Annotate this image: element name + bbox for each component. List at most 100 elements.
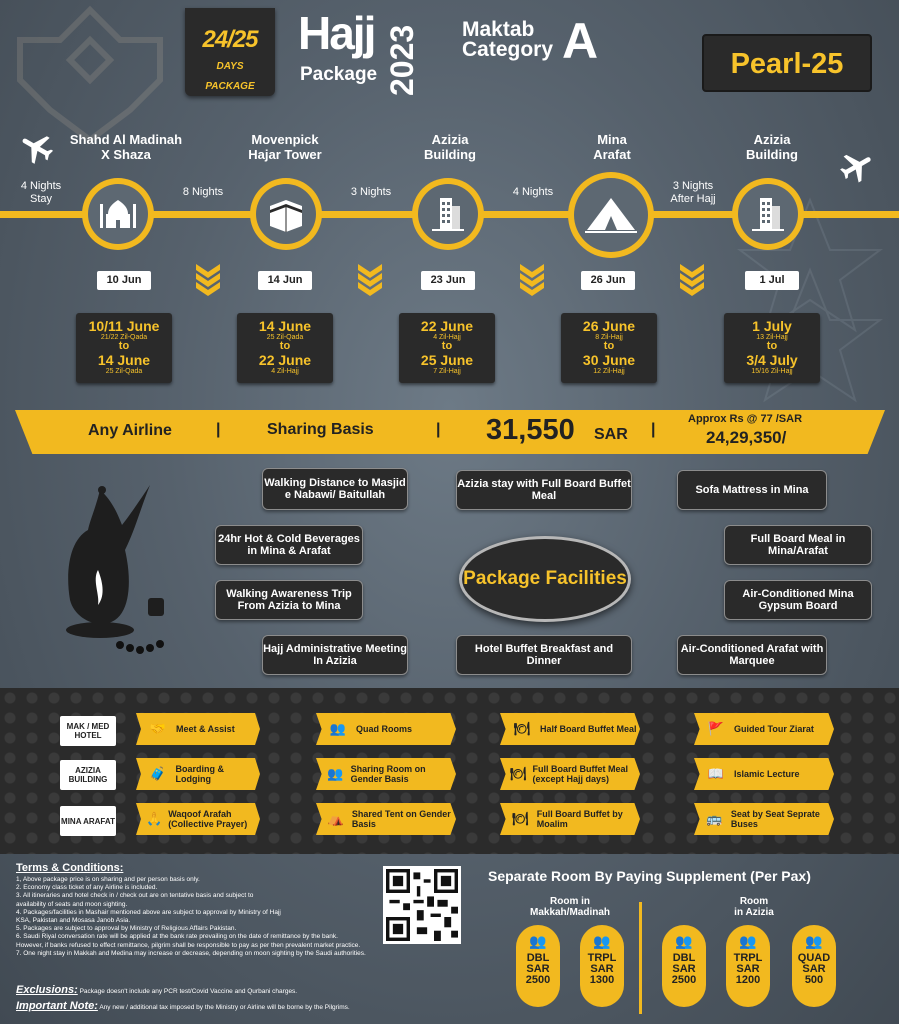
days-count: 24/25 [202, 26, 258, 53]
room-price-pill: 👥 DBL SAR 2500 [516, 925, 560, 1007]
facility-ac-mina: Air-Conditioned Mina Gypsum Board [724, 580, 872, 620]
service-ribbon: 🙏 Waqoof Arafah (Collective Prayer) [136, 803, 260, 835]
terms-item: 7. One night stay in Makkah and Medina m… [16, 949, 366, 957]
coffee-pot-icon [66, 485, 164, 654]
qr-code-icon [386, 869, 458, 941]
terms-item: 5. Packages are subject to approval by M… [16, 925, 237, 933]
two-people-icon: 👥 [529, 933, 547, 949]
service-ribbon: ⛺ Shared Tent on Gender Basis [316, 803, 456, 835]
days-package-badge: 24/25 DAYS PACKAGE [185, 8, 275, 96]
date-range-card: 14 June 25 Zil-Qada to 22 June 4 Zil-Hajj [237, 313, 333, 383]
facility-full-board: Full Board Meal in Mina/Arafat [724, 525, 872, 565]
category-letter: A [562, 13, 599, 69]
hajj-title: Hajj Package [298, 6, 377, 85]
two-people-icon: 👥 [675, 933, 693, 949]
islamic-pattern-icon [17, 5, 163, 144]
hajj-word: Hajj [298, 7, 376, 59]
meal-icon: 🍽 [512, 811, 529, 826]
three-people-icon: 👥 [593, 933, 611, 949]
nights-label: 4 Nights Stay [20, 180, 62, 205]
date-range-card: 10/11 June 21/22 Zil-Qada to 14 June 25 Zi… [76, 313, 172, 383]
sharing-label: Sharing Basis [267, 421, 374, 438]
chevron-down-icon [680, 264, 704, 296]
service-ribbon: 👥 Sharing Room on Gender Basis [316, 758, 456, 790]
stop-title: Movenpick Hajar Tower [248, 132, 322, 162]
service-ribbon: 🍽 Half Board Buffet Meal [500, 713, 640, 745]
facility-sofa-mattress: Sofa Mattress in Mina [677, 470, 827, 510]
row-label: AZIZIA BUILDING [60, 760, 116, 790]
service-ribbon: 🤝 Meet & Assist [136, 713, 260, 745]
tent-icon: ⛺ [327, 811, 345, 826]
facility-admin-meeting: Hajj Administrative Meeting In Azizia [262, 635, 408, 675]
stop-title: Shahd Al Madinah X Shaza [69, 132, 183, 162]
meal-icon: 🍽 [510, 766, 527, 781]
airline-label: Any Airline [88, 422, 172, 439]
tent-icon [585, 198, 637, 233]
price-banner [15, 410, 885, 454]
lecture-icon: 📖 [707, 766, 725, 781]
approx-rate: Approx Rs @ 77 /SAR [688, 413, 803, 425]
airplane-arrival-icon [840, 154, 871, 183]
room-price-pill: 👥 TRPL SAR 1200 [726, 925, 770, 1007]
terms-item: However, if banks refused to effect remi… [16, 941, 361, 949]
nights-label: 8 Nights [182, 186, 224, 198]
room-price-pill: 👥 DBL SAR 2500 [662, 925, 706, 1007]
year-label: 2023 [384, 24, 420, 96]
stop-title: Azizia Building [746, 132, 798, 162]
terms-item: 6. Saudi Riyal conversation rate will be… [16, 933, 338, 941]
people-icon: 👥 [327, 766, 344, 781]
four-people-icon: 👥 [805, 933, 823, 949]
facility-awareness-trip: Walking Awareness Trip From Azizia to Mi… [215, 580, 363, 620]
pearl-package-name: Pearl-25 [702, 34, 872, 92]
bus-icon: 🚌 [706, 811, 723, 826]
stop-circle [732, 178, 804, 250]
facility-ac-arafat: Air-Conditioned Arafat with Marquee [677, 635, 827, 675]
room-price-pill: 👥 TRPL SAR 1300 [580, 925, 624, 1007]
important-note: Important Note: Any new / additional tax… [16, 1000, 350, 1012]
terms-item: availability of seats and moon sighting. [16, 900, 128, 908]
room-group-title: Room in Azizia [734, 896, 774, 918]
kaaba-icon [270, 200, 302, 232]
stop-circle [568, 172, 654, 258]
service-ribbon: 🚩 Guided Tour Ziarat [694, 713, 834, 745]
exclusions: Exclusions: Package doesn't include any … [16, 984, 298, 996]
price-value: 31,550 [486, 414, 575, 446]
supplement-divider [639, 902, 642, 1014]
service-ribbon: 👥 Quad Rooms [316, 713, 456, 745]
three-people-icon: 👥 [739, 933, 757, 949]
date-tag: 23 Jun [421, 271, 475, 290]
stop-circle [250, 178, 322, 250]
stop-title: Azizia Building [424, 132, 476, 162]
terms-item: KSA, Pakistan and Mosasa Janob Asia. [16, 917, 131, 925]
luggage-icon: 🧳 [149, 766, 166, 781]
facility-beverages: 24hr Hot & Cold Beverages in Mina & Araf… [215, 525, 363, 565]
qr-code[interactable] [383, 866, 461, 944]
terms-item: 4. Packages/facilities in Mashair mentio… [16, 908, 281, 916]
package-label: PACKAGE [205, 81, 255, 92]
row-label: MINA ARAFAT [60, 806, 116, 836]
chevron-down-icon [196, 264, 220, 296]
terms-item: 3. All itineraries and hotel check in / … [16, 892, 254, 900]
category-word: Category [462, 38, 554, 61]
date-tag: 1 Jul [745, 271, 799, 290]
days-label: DAYS [216, 61, 244, 72]
service-ribbon: 🍽 Full Board Buffet Meal (except Hajj day… [500, 758, 640, 790]
people-icon: 👥 [329, 721, 347, 736]
service-ribbon: 📖 Islamic Lecture [694, 758, 834, 790]
nights-label: 3 Nights [350, 186, 392, 198]
airplane-departure-icon [22, 136, 54, 164]
nights-label: 3 Nights After Hajj [670, 180, 716, 205]
facility-azizia-stay: Azizia stay with Full Board Buffet Meal [456, 470, 632, 510]
mosque-icon [100, 200, 136, 228]
service-ribbon: 🚌 Seat by Seat Seprate Buses [694, 803, 834, 835]
date-tag: 14 Jun [258, 271, 312, 290]
building-icon [432, 198, 464, 231]
date-tag: 26 Jun [581, 271, 635, 290]
maktab-category: Maktab Category [462, 19, 554, 61]
stop-title: Mina Arafat [593, 132, 631, 162]
row-label: MAK / MED HOTEL [60, 716, 116, 746]
room-group-title: Room in Makkah/Madinah [529, 896, 611, 918]
package-facilities-title: Package Facilities [459, 536, 631, 622]
date-tag: 10 Jun [97, 271, 151, 290]
